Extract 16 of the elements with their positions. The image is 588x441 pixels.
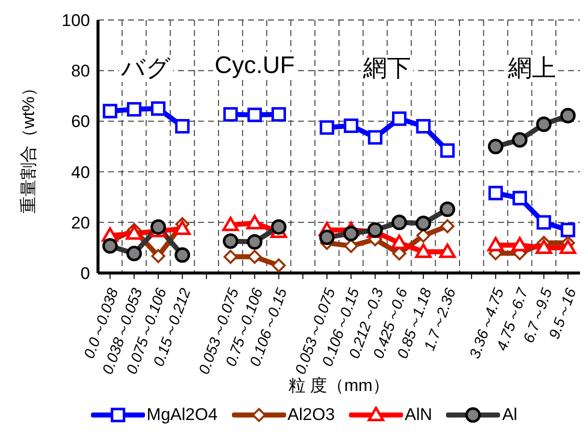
x-axis-title: 粒 度（mm） xyxy=(288,376,390,395)
legend-label: AlN xyxy=(404,405,432,425)
annotation: 網上 xyxy=(506,55,558,82)
y-tick-label: 40 xyxy=(71,162,90,182)
y-tick-label: 100 xyxy=(62,11,90,30)
y-tick-label: 20 xyxy=(71,213,90,232)
legend-label: MgAl2O4 xyxy=(146,405,218,425)
y-axis-title: 重量割合（wt%） xyxy=(19,79,38,214)
y-tick-label: 60 xyxy=(71,112,90,132)
y-tick-label: 80 xyxy=(71,62,90,81)
y-tick-label: 0 xyxy=(80,264,90,284)
annotation: バグ xyxy=(119,55,174,82)
legend-label: Al xyxy=(501,405,518,425)
annotation: Cyc.UF xyxy=(212,52,297,79)
legend-label: Al2O3 xyxy=(286,405,335,425)
annotation: 網下 xyxy=(361,55,414,82)
